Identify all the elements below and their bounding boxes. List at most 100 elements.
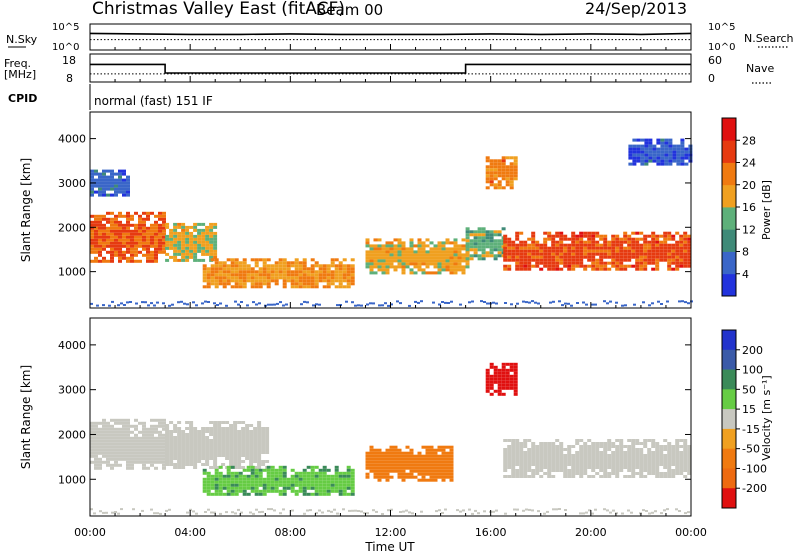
velocity-cell xyxy=(310,474,315,478)
power-cell xyxy=(485,177,490,181)
velocity-cell xyxy=(631,451,636,454)
power-cell xyxy=(563,255,568,259)
power-cell xyxy=(266,285,271,289)
velocity-cell xyxy=(181,451,186,454)
power-cell xyxy=(385,244,390,248)
power-cell xyxy=(306,276,311,280)
power-cell xyxy=(539,249,544,253)
velocity-cell xyxy=(310,492,315,496)
power-cell xyxy=(162,214,166,218)
velocity-cell xyxy=(651,457,656,460)
velocity-cell xyxy=(262,492,267,496)
velocity-cell xyxy=(177,448,182,451)
velocity-cell xyxy=(377,460,382,464)
power-cell xyxy=(664,156,669,160)
velocity-cell xyxy=(338,480,343,484)
velocity-cell xyxy=(389,454,394,458)
power-cell xyxy=(465,253,470,257)
power-cell xyxy=(437,262,442,266)
power-ground-scatter xyxy=(201,302,204,305)
velocity-cell xyxy=(489,386,494,390)
power-cell xyxy=(656,162,661,166)
velocity-cell xyxy=(519,469,524,472)
power-cell xyxy=(102,181,106,185)
velocity-cell xyxy=(213,454,218,457)
power-cell xyxy=(270,276,275,280)
power-cell xyxy=(631,252,636,256)
velocity-cell xyxy=(229,454,234,457)
power-cell xyxy=(242,270,247,274)
power-cell xyxy=(334,285,339,289)
velocity-cell xyxy=(266,471,271,475)
power-cell xyxy=(683,237,688,241)
velocity-cell xyxy=(318,474,323,478)
power-cell xyxy=(118,238,122,242)
power-cell xyxy=(497,162,502,166)
velocity-ground-scatter xyxy=(522,509,525,512)
velocity-cell xyxy=(302,468,307,472)
power-cell xyxy=(652,159,657,163)
power-cell xyxy=(154,223,158,227)
power-cell xyxy=(146,235,150,239)
velocity-cell xyxy=(607,463,612,466)
velocity-cell xyxy=(659,463,664,466)
power-cell xyxy=(627,237,632,241)
velocity-cell xyxy=(142,466,146,470)
velocity-cell xyxy=(230,474,235,478)
power-cell xyxy=(98,223,102,227)
power-cell xyxy=(559,255,564,259)
power-cell xyxy=(138,217,142,221)
power-cell xyxy=(381,265,386,269)
velocity-cell xyxy=(635,448,640,451)
velocity-cell xyxy=(138,451,142,455)
velocity-cell xyxy=(519,457,524,460)
velocity-cell xyxy=(230,465,235,469)
velocity-cell xyxy=(507,457,512,460)
power-cell xyxy=(413,259,418,263)
power-ground-scatter xyxy=(576,302,579,304)
velocity-cell xyxy=(599,451,604,454)
velocity-cell xyxy=(225,427,230,430)
power-cell xyxy=(210,258,215,262)
power-cell xyxy=(142,211,146,215)
velocity-cell xyxy=(221,445,226,448)
power-cell xyxy=(405,259,410,263)
velocity-cell xyxy=(350,483,355,487)
power-cell xyxy=(134,259,138,263)
velocity-cell xyxy=(314,471,319,475)
velocity-cell xyxy=(165,439,170,442)
power-colorbar-segment xyxy=(722,184,736,208)
power-cell xyxy=(130,214,134,218)
power-cell xyxy=(118,226,122,230)
velocity-cell xyxy=(189,424,194,427)
power-cell xyxy=(150,232,154,236)
velocity-cell xyxy=(631,475,636,478)
velocity-cell xyxy=(643,460,648,463)
power-cell xyxy=(214,264,219,268)
velocity-ground-scatter xyxy=(168,508,171,511)
power-cell xyxy=(381,250,386,254)
power-cell xyxy=(218,267,223,271)
power-cell xyxy=(465,257,470,261)
power-cell xyxy=(298,267,303,271)
power-cell xyxy=(583,243,588,247)
power-cell xyxy=(688,150,693,154)
velocity-cell xyxy=(94,460,98,464)
velocity-ground-scatter xyxy=(390,508,393,511)
power-cell xyxy=(106,178,110,182)
power-ground-scatter xyxy=(90,302,93,305)
velocity-cell xyxy=(126,436,130,440)
power-cell xyxy=(469,254,474,258)
velocity-cell xyxy=(118,451,122,455)
power-cell xyxy=(417,238,422,242)
power-cell xyxy=(640,147,645,151)
velocity-cell xyxy=(138,460,142,464)
power-cell xyxy=(94,232,98,236)
power-ground-scatter xyxy=(471,300,474,303)
power-cell xyxy=(365,256,370,260)
power-cell xyxy=(290,285,295,289)
velocity-cell xyxy=(579,439,584,442)
power-cell xyxy=(150,211,154,215)
power-cell xyxy=(98,178,102,182)
velocity-cell xyxy=(369,454,374,458)
